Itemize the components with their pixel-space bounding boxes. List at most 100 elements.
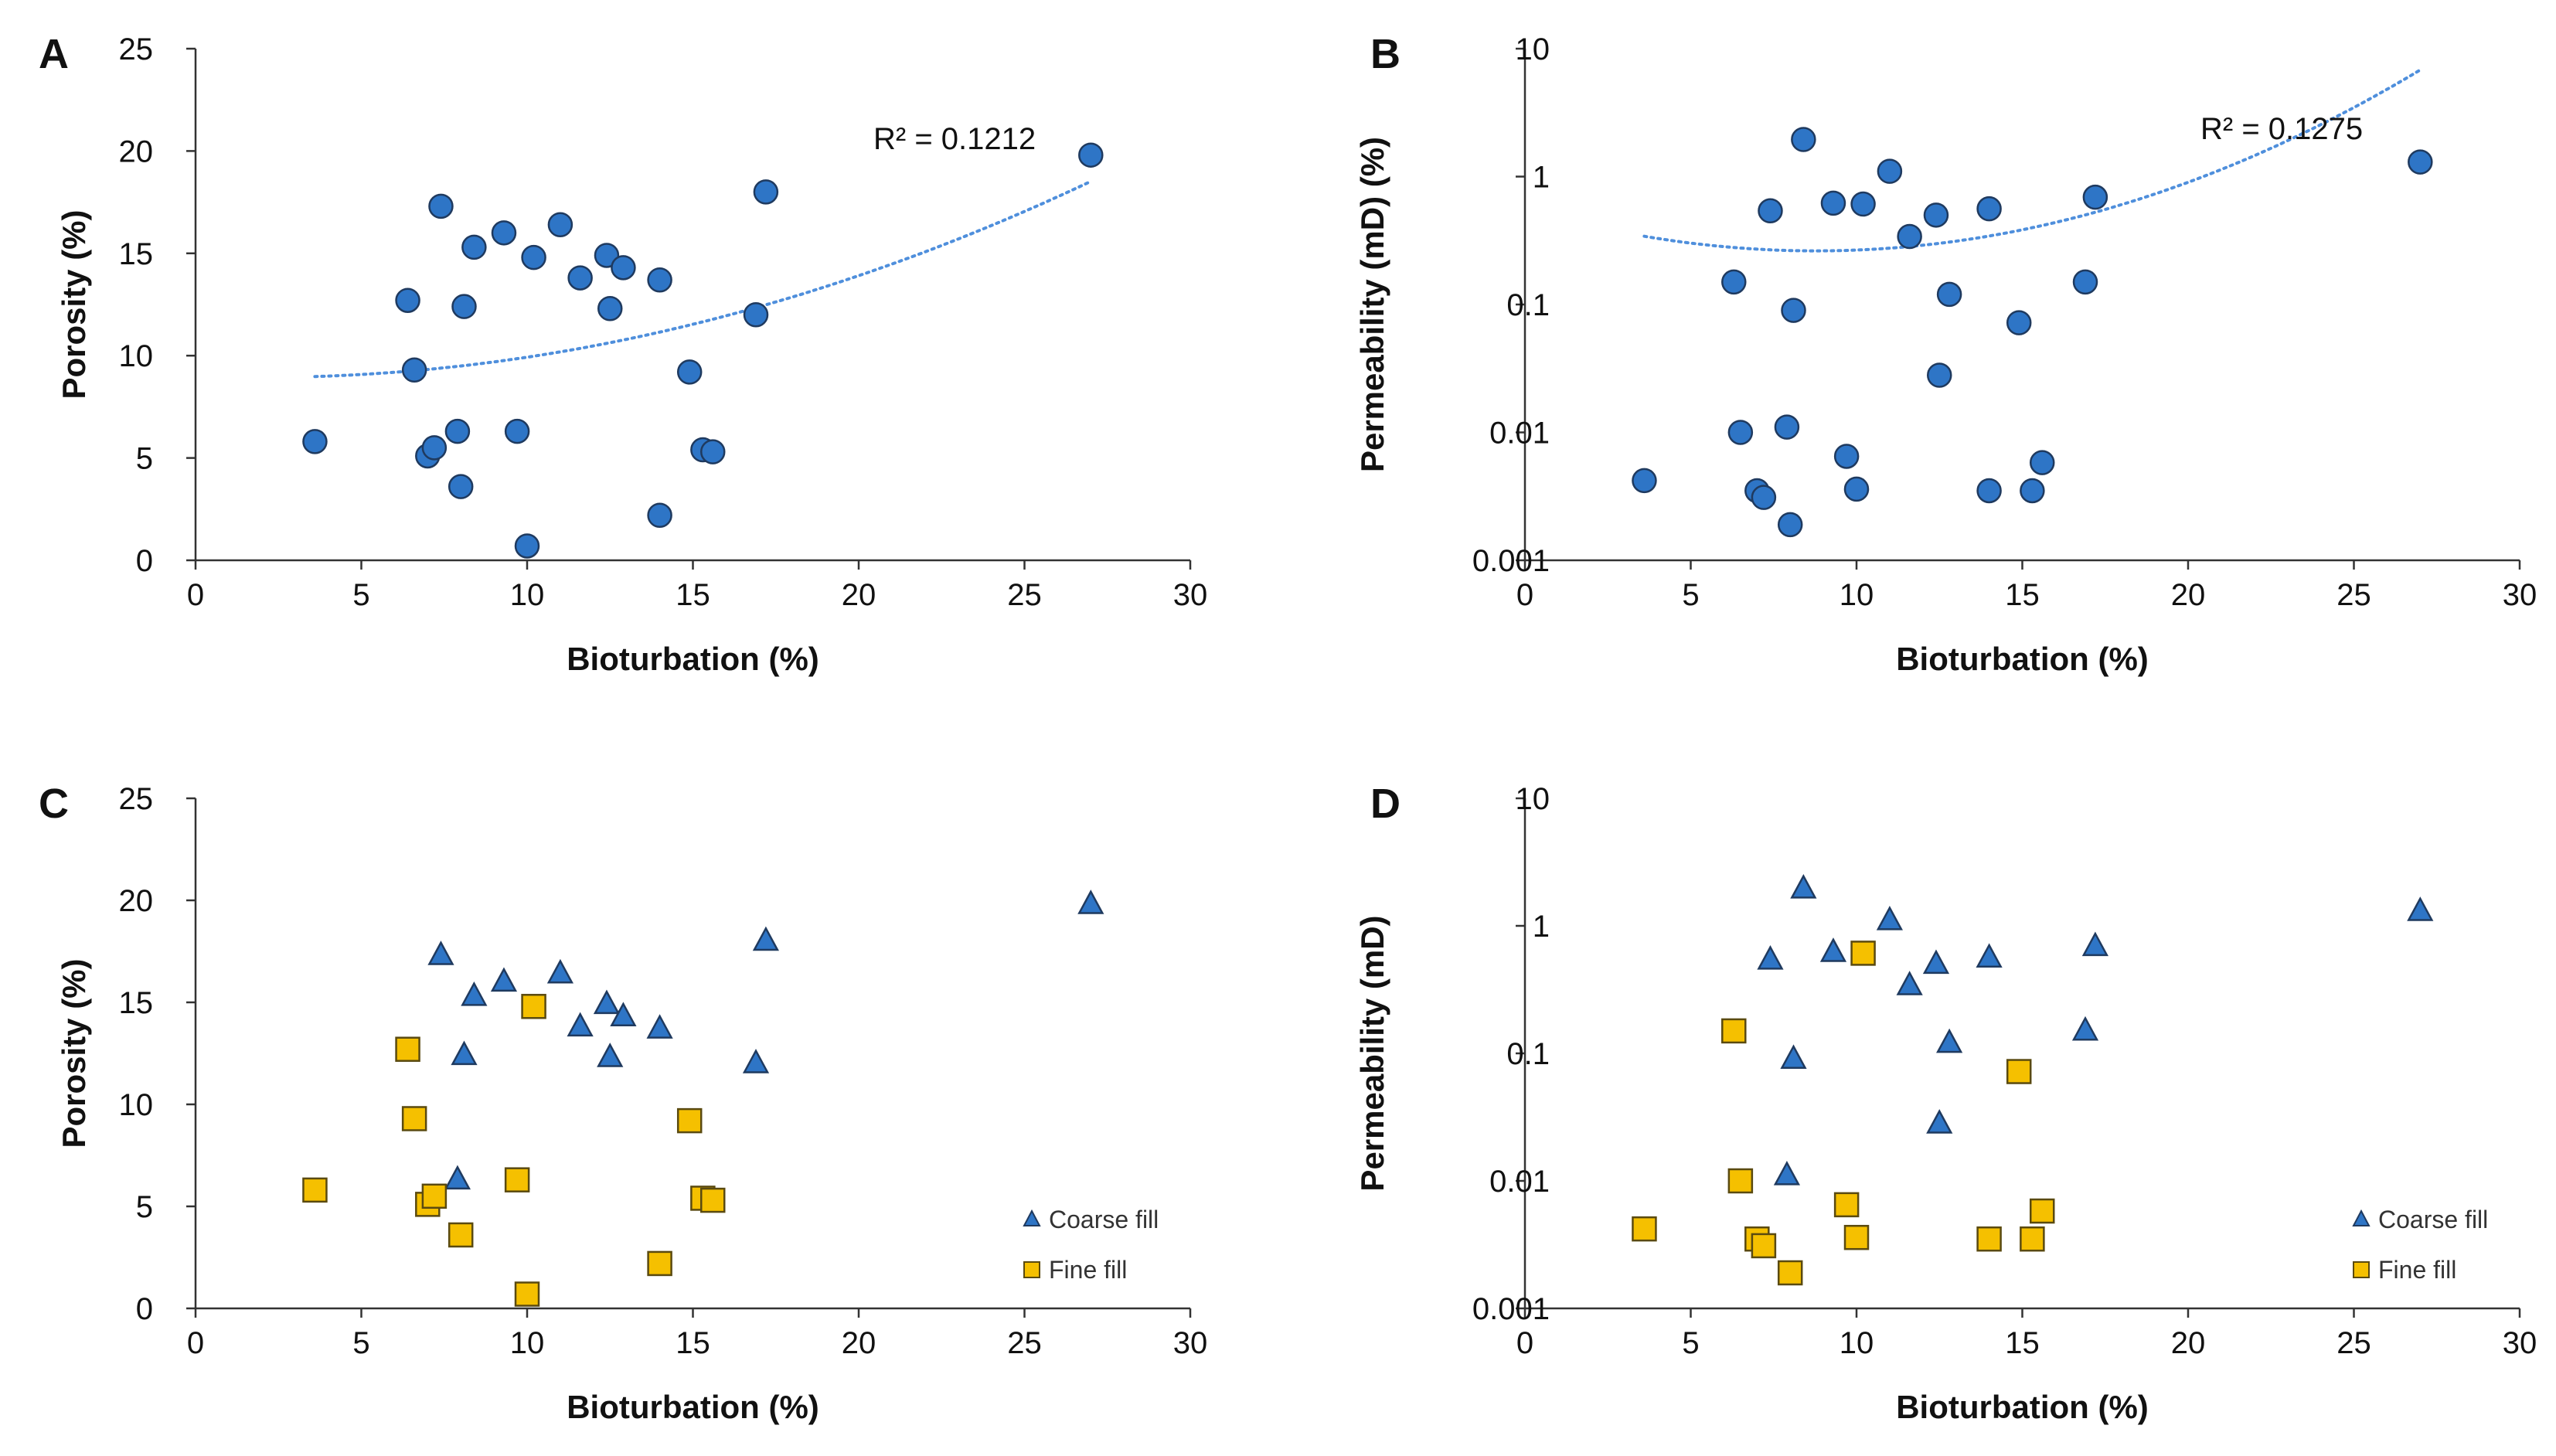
fine-fill-point [1850,941,1876,966]
panel-letter: B [1370,31,1401,77]
x-axis-title: Bioturbation (%) [1896,1389,2149,1425]
data-point [611,255,636,281]
x-tick-label: 5 [1682,1326,1699,1360]
coarse-fill-point [597,1043,624,1067]
panel-letter: A [39,31,69,77]
data-point [451,294,477,319]
fine-fill-point [395,1036,420,1062]
data-point [1727,420,1754,445]
data-point [1791,127,1816,152]
coarse-fill-point [1780,1044,1807,1070]
data-point [444,418,471,444]
y-tick-label: 1 [1533,161,1550,195]
fine-fill-point [2006,1059,2032,1084]
y-tick-label: 5 [136,1190,153,1224]
fine-fill-point [1727,1168,1754,1194]
panel-d: D 0 5 10 15 20 25 30 0.001 0.01 0.1 1 10 Bioturbation… [1354,781,2537,1425]
y-tick-label: 0.01 [1489,1165,1550,1199]
data-point [448,474,474,499]
fine-fill-point [1976,1226,2002,1252]
data-point [597,296,623,321]
y-tick-label: 10 [1516,782,1550,816]
x-tick-label: 30 [1173,578,1208,612]
data-point [2006,310,2032,335]
fine-fill-point [699,1187,726,1213]
coarse-fill-point [490,967,518,992]
fine-fill-point [1777,1260,1803,1286]
data-point [2082,184,2108,210]
y-tick-label: 0.1 [1506,1037,1550,1071]
x-tick-label: 25 [1007,1326,1042,1360]
coarse-fill-point [567,1012,594,1037]
y-tick-label: 10 [1516,32,1550,66]
data-point [421,435,448,461]
x-tick-label: 15 [2005,578,2040,612]
data-point [1897,223,1922,250]
y-tick-label: 20 [119,884,154,918]
data-point [1781,298,1806,323]
trendline [1642,68,2422,253]
y-tick-label: 1 [1533,910,1550,944]
x-tick-label: 10 [510,1326,545,1360]
x-tick-label: 15 [676,1326,710,1360]
legend-square-icon [1023,1261,1040,1278]
coarse-fill-point [546,958,573,984]
panel-letter: C [39,781,69,827]
data-point [428,193,454,219]
y-tick-label: 0 [136,544,153,578]
panel-letter: D [1370,781,1401,827]
coarse-fill-point [461,981,488,1006]
coarse-fill-point [1757,945,1784,970]
y-tick-label: 25 [119,782,154,816]
data-point [567,265,593,291]
x-tick-label: 30 [2503,578,2537,612]
coarse-fill-point [1773,1161,1801,1186]
x-axis-title: Bioturbation (%) [567,1389,819,1425]
x-tick-label: 10 [1840,578,1874,612]
data-point [521,244,546,270]
fine-fill-point [401,1106,427,1131]
legend-label-coarse: Coarse fill [1049,1206,1159,1233]
y-tick-label: 15 [119,237,154,271]
coarse-fill-point [1936,1028,1963,1053]
data-point [1923,202,1949,228]
y-tick-label: 0.001 [1472,544,1550,578]
panel-b: B 0 5 10 15 20 25 30 0.001 0.01 0.1 1 10 Bioturbation… [1354,31,2537,677]
data-point [594,243,620,268]
x-tick-label: 0 [1516,1326,1533,1360]
coarse-fill-point [1896,971,1923,995]
x-tick-label: 15 [2005,1326,2040,1360]
panel-a: A 0 5 10 15 20 25 30 0 5 10 15 20 25 Bioturbation (%) P… [39,31,1207,677]
x-tick-label: 25 [2336,1326,2371,1360]
y-tick-label: 5 [136,442,153,476]
y-axis-title: Porosity (%) [56,209,92,399]
data-point [514,533,540,559]
coarse-fill-point [427,941,454,965]
legend-label-coarse: Coarse fill [2378,1206,2488,1233]
data-point [1976,196,2002,222]
fine-fill-point [2029,1198,2055,1224]
panel-c: C 0 5 10 15 20 25 30 0 5 10 15 20 25 Bioturbation (%) P… [39,781,1207,1425]
data-point [302,429,328,454]
x-tick-label: 20 [2171,578,2206,612]
data-point [1843,476,1870,502]
data-point [547,212,573,237]
data-point [2020,478,2045,504]
x-tick-label: 30 [2503,1326,2537,1360]
fine-fill-point [1843,1224,1870,1250]
y-tick-label: 0 [136,1292,153,1326]
coarse-fill-point [451,1040,478,1066]
legend-label-fine: Fine fill [1049,1256,1127,1284]
data-point [699,439,726,464]
fine-fill-point [1632,1216,1657,1242]
coarse-fill-point [1926,1109,1953,1134]
coarse-fill-point [1876,906,1903,930]
y-axis-title: Permeability (mD) [1354,915,1390,1191]
y-tick-label: 0.001 [1472,1292,1550,1326]
fine-fill-point [514,1281,540,1307]
data-point [1721,269,1747,295]
x-tick-label: 20 [842,578,876,612]
coarse-fill-point [1819,937,1847,962]
coarse-fill-point [2407,896,2434,921]
legend-square-icon [2353,1261,2370,1278]
